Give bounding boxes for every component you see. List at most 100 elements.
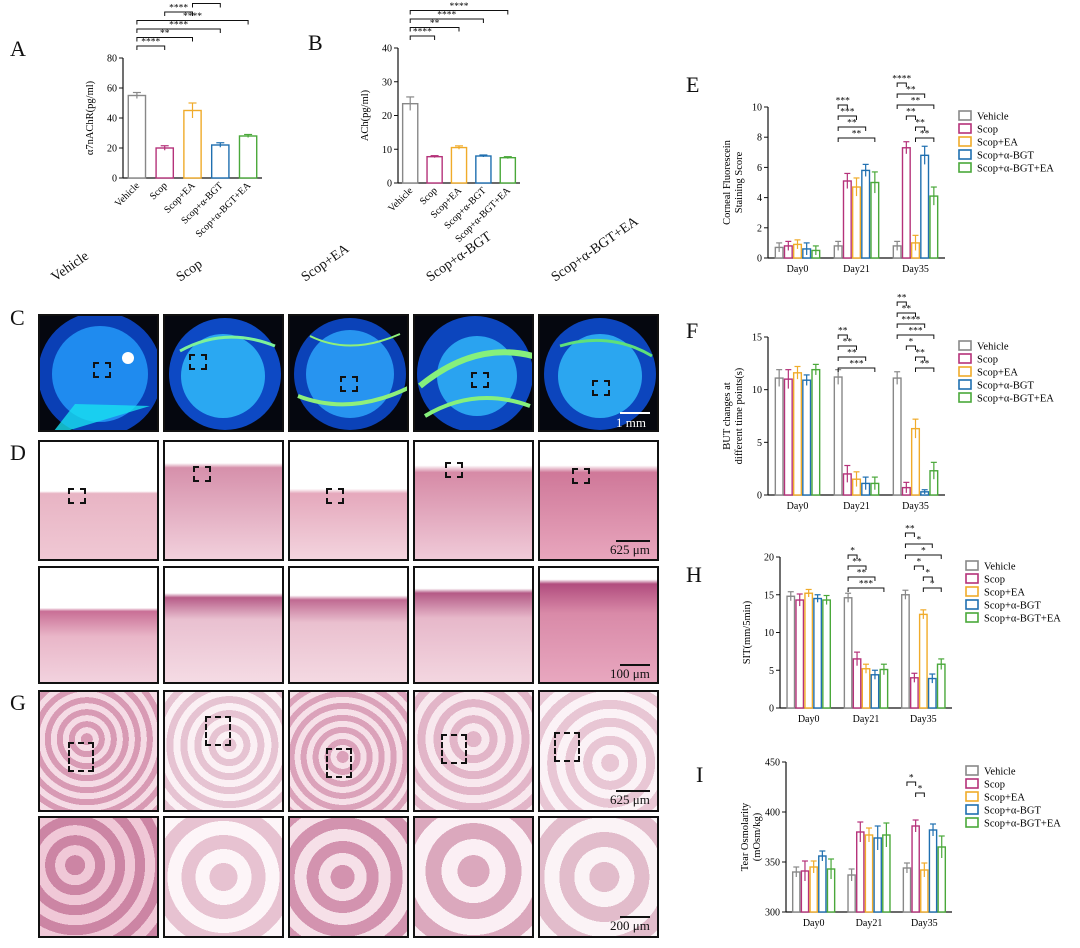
significance-label: ** [852, 558, 862, 568]
bar-a [183, 109, 202, 179]
significance-label: ** [847, 119, 857, 129]
significance-bracket [837, 104, 848, 109]
zoom-box [189, 354, 207, 370]
y-axis-title: SIT(mm/5min) [742, 600, 753, 664]
y-tick-label: 6 [757, 163, 762, 174]
bar-f [792, 372, 803, 496]
significance-bracket [915, 367, 935, 372]
legend-label: Vehicle [984, 562, 1016, 573]
y-tick-label: 0 [757, 254, 762, 265]
panel-letter-f: F [686, 318, 699, 343]
panel-letter-d: D [10, 440, 26, 465]
significance-bracket [409, 35, 436, 40]
panel-letter-g: G [10, 690, 26, 715]
legend-label: Scop+α-BGT [984, 601, 1042, 612]
fluorescein-image [38, 314, 159, 432]
significance-label: **** [169, 4, 188, 14]
bar-f [910, 427, 921, 496]
histology-image [163, 440, 284, 561]
y-axis-title: Corneal FluoresceinStaining Score [722, 139, 745, 225]
legend-label: Scop+α-BGT+EA [984, 614, 1061, 625]
x-tick-label: Day21 [853, 714, 880, 725]
bar-i [818, 855, 827, 913]
histology-image [288, 566, 409, 684]
legend-label: Vehicle [977, 112, 1009, 123]
x-tick-label: Day35 [911, 918, 938, 929]
bar-b [450, 146, 468, 184]
x-tick-label: Day21 [856, 918, 883, 929]
significance-bracket [915, 126, 926, 131]
bar-h [804, 592, 814, 709]
histology-image [163, 690, 284, 812]
significance-bracket [915, 792, 925, 797]
bar-h [795, 599, 805, 709]
fluorescein-image: 1 mm [538, 314, 659, 432]
significance-bracket [847, 554, 858, 559]
x-tick-label: Day21 [843, 501, 870, 512]
y-axis-title: α7nAChR(pg/ml) [85, 80, 96, 155]
y-tick-label: 10 [382, 145, 392, 156]
histology-image [38, 440, 159, 561]
significance-bracket [192, 3, 221, 8]
y-axis-title: Tear Osmolarity(mOsm/kg) [740, 802, 763, 871]
bar-i [902, 867, 912, 913]
significance-bracket [896, 82, 907, 87]
bar-h [936, 663, 946, 709]
significance-bracket [896, 104, 935, 109]
zoom-box [340, 376, 358, 392]
y-tick-label: 0 [769, 704, 774, 715]
legend-label: Vehicle [984, 767, 1016, 778]
significance-label: *** [836, 97, 851, 107]
y-tick-label: 4 [757, 193, 762, 204]
zoom-box [592, 380, 610, 396]
y-tick-label: 20 [382, 111, 392, 122]
histology-image [413, 816, 534, 938]
significance-bracket [913, 565, 924, 570]
legend-label: Vehicle [977, 342, 1009, 353]
legend-label: Scop+α-BGT [977, 381, 1035, 392]
row-d-top-images: 625 μm [38, 440, 659, 561]
bar-b [475, 155, 492, 184]
significance-bracket [896, 93, 926, 98]
y-tick-label: 60 [107, 84, 117, 95]
significance-label: ** [915, 119, 925, 129]
bar-h [843, 597, 853, 709]
significance-label: **** [437, 11, 456, 21]
legend-swatch [958, 340, 972, 351]
significance-bracket [837, 137, 876, 142]
significance-bracket [896, 323, 926, 328]
significance-bracket [837, 367, 876, 372]
y-tick-label: 0 [112, 174, 117, 185]
significance-bracket [915, 356, 926, 361]
scale-bar [620, 412, 650, 414]
significance-label: ** [897, 294, 907, 304]
scale-label: 1 mm [616, 415, 646, 430]
row-g-bottom-images: 200 μm [38, 816, 659, 938]
significance-label: **** [450, 2, 469, 12]
bar-a [127, 94, 147, 179]
scale-label: 200 μm [610, 918, 650, 933]
significance-bracket [847, 565, 867, 570]
zoom-box [572, 468, 590, 484]
y-tick-label: 5 [757, 438, 762, 449]
bar-h [901, 594, 910, 709]
legend-swatch [965, 612, 979, 623]
significance-bracket [837, 356, 867, 361]
significance-label: **** [413, 28, 432, 38]
histology-image [38, 690, 159, 812]
scale-bar [620, 916, 650, 918]
legend-swatch [965, 804, 979, 815]
bar-f [774, 377, 784, 496]
scale-label: 100 μm [610, 666, 650, 681]
zoom-box [326, 748, 352, 778]
bar-f [833, 376, 843, 496]
significance-label: ** [906, 108, 916, 118]
legend-swatch [965, 817, 979, 828]
legend-swatch [958, 136, 972, 147]
bar-h [786, 595, 796, 709]
significance-bracket [409, 10, 509, 15]
fluorescein-image [413, 314, 534, 432]
bar-i [809, 866, 818, 913]
legend-swatch [965, 586, 979, 597]
